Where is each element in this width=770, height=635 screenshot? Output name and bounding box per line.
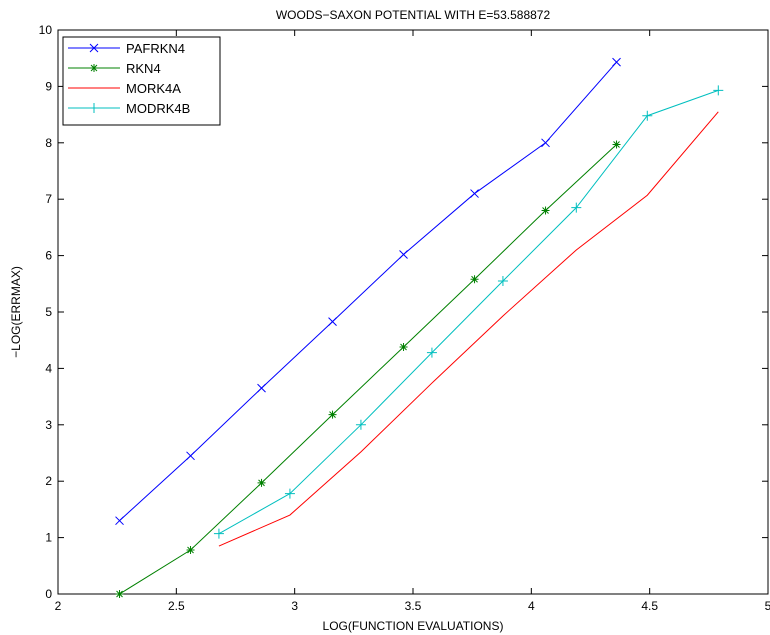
data-point (115, 590, 124, 598)
data-point (399, 250, 408, 259)
data-point (355, 419, 366, 430)
legend-label: PAFRKN4 (126, 41, 185, 56)
y-tick-label: 7 (45, 192, 52, 206)
legend-label: MODRK4B (126, 101, 190, 116)
data-point (284, 488, 295, 499)
x-tick-label: 4.5 (641, 599, 658, 613)
y-axis-label: −LOG(ERRMAX) (9, 266, 23, 358)
data-point (115, 516, 124, 526)
chart-title: WOODS−SAXON POTENTIAL WITH E=53.588872 (276, 8, 551, 22)
data-point (399, 342, 408, 351)
data-point (612, 57, 621, 67)
x-tick-label: 2 (55, 599, 62, 613)
y-tick-label: 10 (39, 23, 53, 37)
y-tick-label: 9 (45, 79, 52, 93)
x-tick-label: 5 (765, 599, 770, 613)
series-layer (115, 57, 724, 598)
series-mork4a (218, 111, 719, 547)
data-point (426, 347, 437, 358)
series-modrk4b (213, 85, 724, 539)
y-tick-label: 4 (45, 361, 52, 375)
data-point (186, 451, 195, 461)
y-tick-label: 5 (45, 305, 52, 319)
data-point (713, 85, 724, 96)
data-point (541, 138, 550, 148)
x-tick-label: 4 (528, 599, 535, 613)
series-line (119, 144, 617, 595)
data-point (89, 103, 99, 113)
data-point (642, 110, 653, 121)
data-point (541, 206, 550, 215)
series-line (218, 111, 719, 547)
legend-item: MODRK4B (68, 101, 190, 116)
x-axis: 2 2.5 3 3.5 4 4.5 5 (55, 30, 770, 613)
x-tick-label: 3 (291, 599, 298, 613)
y-tick-label: 1 (45, 531, 52, 545)
data-point (257, 478, 266, 487)
y-tick-label: 0 (45, 587, 52, 601)
legend-box (62, 36, 221, 126)
data-point (213, 528, 224, 539)
series-pafrkn4 (115, 57, 621, 526)
legend-item: MORK4A (68, 81, 181, 96)
series-rkn4 (115, 140, 621, 598)
series-line (218, 89, 719, 535)
y-tick-label: 8 (45, 136, 52, 150)
legend-label: RKN4 (126, 61, 161, 76)
legend-item: RKN4 (68, 61, 161, 76)
data-point (89, 43, 99, 53)
legend: PAFRKN4 RKN4 MORK4A MODRK4B (62, 36, 221, 126)
series-line (119, 61, 617, 522)
y-tick-label: 3 (45, 418, 52, 432)
data-point (257, 383, 266, 393)
data-point (90, 64, 98, 72)
data-point (612, 140, 621, 149)
y-tick-label: 6 (45, 249, 52, 263)
data-point (186, 546, 195, 555)
data-point (328, 317, 337, 326)
x-tick-label: 2.5 (168, 599, 185, 613)
data-point (571, 202, 582, 213)
data-point (328, 410, 337, 419)
y-axis: 0 1 2 3 4 5 6 7 8 9 10 (39, 23, 768, 601)
x-axis-label: LOG(FUNCTION EVALUATIONS) (323, 619, 504, 633)
data-point (497, 275, 508, 286)
data-point (470, 275, 479, 284)
legend-item: PAFRKN4 (68, 41, 185, 56)
legend-label: MORK4A (126, 81, 181, 96)
y-tick-label: 2 (45, 474, 52, 488)
data-point (470, 189, 479, 198)
x-tick-label: 3.5 (405, 599, 422, 613)
